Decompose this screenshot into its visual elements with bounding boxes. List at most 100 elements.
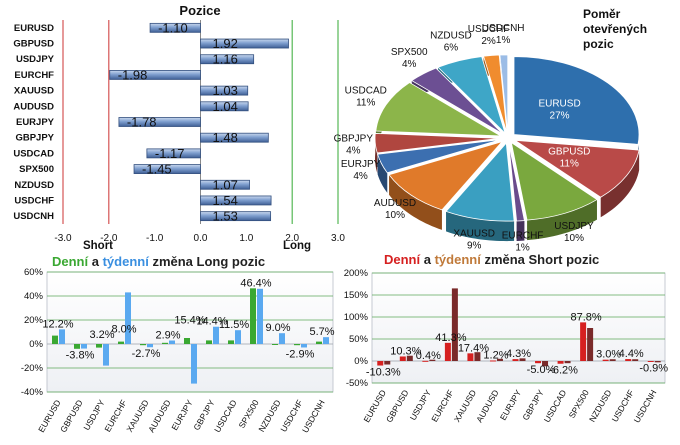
x-tick-label: -1.0	[146, 233, 164, 244]
series-bar	[228, 340, 234, 344]
series-bar	[169, 340, 175, 344]
category-label: GBPUSD	[384, 388, 411, 424]
category-label: GBPJPY	[15, 133, 54, 144]
position-bar	[109, 70, 201, 80]
pie-category-label: GBPJPY	[334, 134, 374, 145]
long-change-chart: Denní a týdenní změna Long pozic -40% -20%…	[21, 254, 335, 435]
data-label: 3.0%	[596, 349, 621, 361]
data-label: 3.2%	[89, 329, 114, 341]
series-bar	[587, 328, 594, 361]
data-label: 4.4%	[619, 348, 644, 360]
series-bar	[542, 361, 549, 367]
series-bar	[235, 330, 241, 344]
series-bar	[512, 359, 519, 361]
pie-slice-side	[600, 150, 640, 218]
series-bar	[467, 353, 474, 361]
series-bar	[654, 361, 661, 363]
data-label: 14.4%	[196, 316, 227, 328]
series-bar	[474, 352, 481, 361]
data-label: -0.9%	[639, 362, 668, 374]
pie-category-label: GBPUSD	[548, 146, 590, 157]
title-part: týdenní	[103, 254, 150, 269]
long-label: Long	[283, 240, 311, 252]
category-label: EURCHF	[14, 70, 54, 81]
title-part: změna Long pozic	[149, 254, 265, 269]
category-label: USDCAD	[542, 388, 569, 424]
data-label: -2.9%	[286, 348, 315, 360]
pie-percent-label: 1%	[496, 35, 511, 46]
y-tick-label: 40%	[24, 291, 44, 302]
position-bar	[133, 164, 201, 174]
data-label: 46.4%	[240, 277, 271, 289]
series-bar	[632, 359, 639, 361]
category-label: SPX500	[567, 388, 591, 420]
series-bar	[602, 359, 609, 361]
y-tick-label: 150%	[344, 290, 369, 301]
y-tick-label: -20%	[21, 363, 44, 374]
y-tick-label: 100%	[344, 312, 369, 323]
series-bar	[272, 344, 278, 345]
pie-slice	[483, 54, 508, 133]
x-tick-label: 0.0	[194, 233, 208, 244]
series-bar	[96, 344, 102, 348]
pie-percent-label: 1%	[515, 243, 530, 254]
short-change-chart: Denní a týdenní změna Short pozic -50% 0% 5…	[344, 252, 669, 425]
pie-percent-label: 6%	[444, 42, 459, 53]
series-bar	[323, 337, 329, 344]
pie-category-label: XAUUSD	[453, 228, 495, 239]
series-bar	[103, 344, 109, 366]
title-part: Denní	[384, 252, 421, 267]
pie-category-label: SPX500	[391, 47, 428, 58]
position-bar	[200, 211, 272, 222]
series-bar	[213, 326, 219, 344]
pie-percent-label: 11%	[560, 158, 579, 169]
short-label: Short	[83, 240, 113, 252]
series-bar	[557, 361, 564, 364]
position-bar	[146, 148, 201, 159]
series-bar	[535, 361, 542, 364]
data-label: 11.5%	[219, 319, 250, 331]
series-bar	[125, 292, 131, 344]
pie-percent-label: 4%	[402, 59, 417, 70]
data-label: -2.7%	[132, 348, 161, 360]
pie-slice-side	[375, 133, 378, 173]
y-tick-label: 60%	[24, 267, 44, 278]
title-part: a	[420, 252, 434, 267]
data-label: 9.0%	[265, 322, 290, 334]
series-bar	[301, 344, 307, 348]
position-bar	[149, 22, 201, 33]
category-label: AUDUSD	[474, 388, 501, 424]
pie-slice	[499, 54, 509, 133]
position-bar	[200, 101, 249, 112]
pie-category-label: AUDUSD	[374, 198, 416, 209]
value-label: 1.16	[213, 52, 238, 67]
y-tick-label: 0%	[354, 356, 368, 367]
value-label: 1.53	[213, 209, 238, 224]
category-label: NZDUSD	[14, 180, 54, 191]
category-label: EURUSD	[14, 23, 54, 34]
value-label: 1.92	[213, 36, 238, 51]
pie-slice-side	[377, 154, 388, 193]
category-label: USDCAD	[13, 148, 54, 159]
x-tick-label: 2.0	[285, 233, 299, 244]
value-label: 1.03	[213, 83, 238, 98]
pie-category-label: USDCHF	[468, 24, 510, 35]
series-bar	[162, 342, 168, 344]
series-bar	[184, 338, 190, 344]
data-label: 8.0%	[111, 323, 136, 335]
pie-slice	[411, 67, 504, 135]
pie-slice	[437, 56, 506, 134]
y-tick-label: 0%	[29, 339, 43, 350]
chart-title: Denní a týdenní změna Long pozic	[52, 254, 265, 269]
pie-category-label: EURCHF	[502, 231, 544, 242]
pie-slice	[513, 139, 640, 198]
y-tick-label: -50%	[346, 378, 369, 389]
pie-slice	[377, 139, 501, 174]
category-label: AUDUSD	[13, 101, 54, 112]
series-bar	[191, 344, 197, 384]
position-bar	[200, 195, 272, 206]
pie-slice-side	[527, 199, 597, 241]
series-bar	[279, 333, 285, 344]
pie-slice	[445, 142, 515, 222]
data-label: -5.0%	[527, 364, 556, 376]
